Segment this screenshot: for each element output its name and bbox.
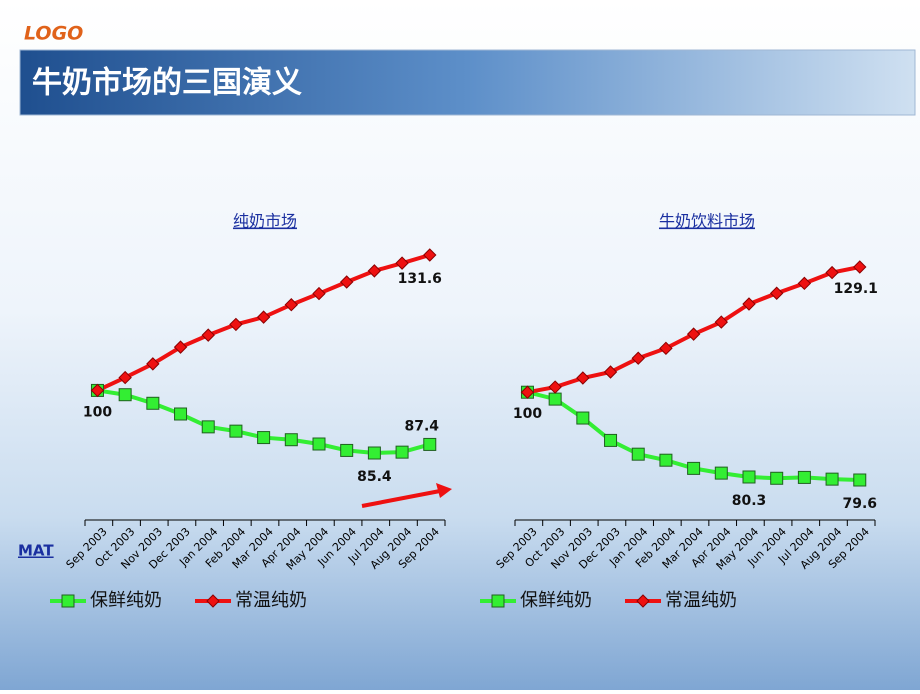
logo: LOGO <box>24 23 83 45</box>
point-marker <box>174 407 188 421</box>
data-label: 87.4 <box>404 418 439 434</box>
point-marker <box>118 370 132 385</box>
data-label: 80.3 <box>732 493 767 509</box>
data-label: 100 <box>83 404 112 420</box>
point-marker <box>548 392 562 406</box>
point-marker <box>423 437 437 451</box>
point-marker <box>548 380 562 394</box>
point-marker <box>256 310 271 324</box>
point-marker <box>312 437 326 451</box>
point-marker <box>631 447 645 461</box>
data-label: 129.1 <box>834 281 878 297</box>
point-marker <box>603 365 618 379</box>
legend-label: 常温纯奶 <box>235 590 307 611</box>
point-marker <box>423 248 437 262</box>
point-marker <box>395 445 409 459</box>
header-bar <box>19 49 916 116</box>
point-marker <box>770 471 784 485</box>
point-marker <box>173 340 188 354</box>
point-marker <box>687 461 701 475</box>
point-marker <box>797 276 812 291</box>
point-marker <box>520 385 535 399</box>
header-title: 牛奶市场的三国演义 <box>32 66 302 101</box>
legend-label: 常温纯奶 <box>665 590 737 611</box>
point-marker <box>604 433 618 447</box>
legend-marker <box>636 594 650 608</box>
point-marker <box>257 431 271 445</box>
point-marker <box>367 446 381 460</box>
point-marker <box>229 424 243 438</box>
point-marker <box>284 433 298 447</box>
point-marker <box>90 383 105 398</box>
point-marker <box>686 327 701 341</box>
point-marker <box>825 265 839 280</box>
data-label: 79.6 <box>842 496 877 512</box>
point-marker <box>714 315 729 329</box>
point-marker <box>118 388 132 402</box>
legend-label: 保鲜纯奶 <box>90 590 162 611</box>
chart-title: 牛奶饮料市场 <box>659 212 755 231</box>
legend-marker <box>61 594 75 608</box>
point-marker <box>797 470 811 484</box>
point-marker <box>339 275 354 289</box>
point-marker <box>340 443 354 457</box>
point-marker <box>229 317 243 332</box>
point-marker <box>576 371 590 385</box>
point-marker <box>284 298 299 312</box>
point-marker <box>201 420 215 434</box>
legend-marker <box>206 594 220 608</box>
point-marker <box>742 470 756 484</box>
point-marker <box>659 341 673 356</box>
point-marker <box>769 286 784 300</box>
point-marker <box>395 256 409 270</box>
point-marker <box>146 357 160 371</box>
point-marker <box>742 297 756 311</box>
chart-title: 纯奶市场 <box>233 212 297 231</box>
arrow <box>361 489 441 508</box>
point-marker <box>853 473 867 487</box>
data-label: 100 <box>513 406 542 422</box>
mat-label: MAT <box>18 542 54 560</box>
point-marker <box>312 286 326 301</box>
point-marker <box>146 396 160 410</box>
arrow-head <box>436 483 452 498</box>
point-marker <box>367 264 382 278</box>
legend-marker <box>491 594 505 608</box>
point-marker <box>659 453 673 467</box>
point-marker <box>853 260 867 274</box>
point-marker <box>631 351 645 365</box>
point-marker <box>576 411 590 425</box>
point-marker <box>714 466 728 480</box>
data-label: 131.6 <box>398 271 442 287</box>
point-marker <box>825 472 839 486</box>
point-marker <box>201 328 215 342</box>
data-label: 85.4 <box>357 469 392 485</box>
legend-label: 保鲜纯奶 <box>520 590 592 611</box>
